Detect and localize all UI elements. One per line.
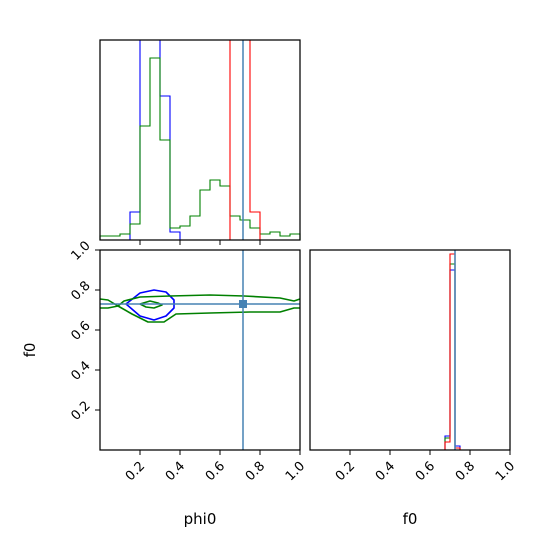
y-tick-label: 1.0: [68, 238, 93, 263]
hist-f0-background: [310, 250, 510, 450]
contour-line-3: [139, 300, 163, 309]
x-tick-label: 0.4: [373, 459, 398, 484]
contour-line-2: [100, 305, 300, 323]
hist-f0-frame: [309, 249, 511, 451]
y-tick-label: 0.2: [68, 398, 93, 423]
x-tick-label: 0.8: [453, 459, 478, 484]
y-tick-label: 0.4: [68, 358, 93, 383]
contour-frame: [99, 249, 301, 451]
x-tick-label: 0.2: [333, 459, 358, 484]
x-axis-label-phi0: phi0: [184, 510, 217, 528]
x-tick-label: 0.8: [243, 459, 268, 484]
x-tick-label: 0.2: [123, 459, 148, 484]
hist-series-1: [99, 57, 301, 240]
truth-marker: [239, 300, 247, 308]
panel-phi0-f0-contour: 0.2 0.4 0.6 0.8 1.0 0.2 0.4 0.6 0.8 1.0: [68, 238, 308, 484]
x-axis-label-f0: f0: [403, 510, 418, 528]
y-tick-label: 0.8: [68, 278, 93, 303]
x-tick-label: 0.4: [163, 459, 188, 484]
y-tick-label: 0.6: [68, 318, 93, 343]
panel-phi0-hist: [99, 39, 301, 245]
contour-background: [100, 250, 300, 450]
hist-phi0-frame: [99, 39, 301, 241]
x-tick-label: 1.0: [493, 459, 518, 484]
x-tick-label: 0.6: [413, 459, 438, 484]
panel-f0-hist: 0.2 0.4 0.6 0.8 1.0: [309, 249, 518, 484]
x-tick-label: 1.0: [283, 459, 308, 484]
x-tick-label: 0.6: [203, 459, 228, 484]
y-axis-label-f0: f0: [21, 343, 39, 358]
